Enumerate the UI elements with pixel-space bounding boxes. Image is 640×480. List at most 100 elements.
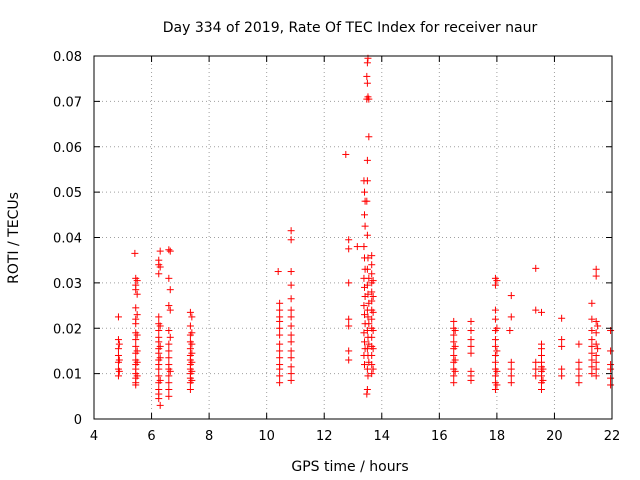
data-point [588, 327, 596, 335]
data-point [451, 342, 459, 350]
data-point [451, 327, 459, 335]
data-point [532, 365, 540, 373]
data-point [363, 59, 371, 67]
data-point [165, 392, 173, 400]
data-point [132, 381, 140, 389]
data-point [507, 365, 515, 373]
data-point [365, 274, 373, 282]
data-point [467, 317, 475, 325]
x-tick-label: 14 [374, 429, 391, 444]
data-point [133, 331, 141, 339]
data-point [361, 361, 369, 369]
data-point [368, 370, 376, 378]
data-point [368, 252, 376, 260]
y-tick-label: 0.02 [53, 322, 82, 337]
data-point [165, 327, 173, 335]
data-point [276, 365, 284, 373]
data-point [345, 322, 353, 330]
data-point [558, 342, 566, 350]
data-point [276, 317, 284, 325]
data-point [287, 268, 295, 276]
data-point [607, 365, 615, 373]
data-point [165, 347, 173, 355]
x-tick-label: 22 [604, 429, 621, 444]
data-point [155, 270, 163, 278]
data-point [364, 372, 372, 380]
data-point [575, 340, 583, 348]
data-point [491, 351, 499, 359]
data-point [368, 270, 376, 278]
y-tick-label: 0.07 [53, 95, 82, 110]
data-point [588, 299, 596, 307]
y-tick-label: 0.08 [53, 50, 82, 65]
data-point [592, 317, 600, 325]
x-tick-label: 18 [489, 429, 506, 444]
data-point [588, 349, 596, 357]
data-point [165, 354, 173, 362]
data-point [133, 358, 141, 366]
data-point [467, 376, 475, 384]
data-point [345, 347, 353, 355]
data-point [607, 347, 615, 355]
data-point [539, 365, 547, 373]
data-point [537, 386, 545, 394]
data-point [363, 72, 371, 80]
data-point [345, 356, 353, 364]
data-point [369, 365, 377, 373]
data-point [165, 372, 173, 380]
data-point [507, 372, 515, 380]
data-point [165, 246, 173, 254]
data-point [558, 365, 566, 373]
data-point [166, 333, 174, 341]
data-point [345, 245, 353, 253]
data-point [368, 297, 376, 305]
data-point [467, 349, 475, 357]
data-point [588, 370, 596, 378]
data-point [607, 374, 615, 382]
data-point [592, 340, 600, 348]
data-point [369, 292, 377, 300]
data-point [361, 338, 369, 346]
data-point [575, 365, 583, 373]
data-point [592, 372, 600, 380]
data-point [594, 322, 602, 330]
y-axis-label: ROTI / TECUs [6, 192, 22, 284]
data-point [132, 286, 140, 294]
data-point [363, 281, 371, 289]
y-tick-label: 0.05 [53, 186, 82, 201]
data-point [450, 338, 458, 346]
data-point [276, 379, 284, 387]
data-point [493, 381, 501, 389]
data-point [368, 333, 376, 341]
x-tick-label: 8 [205, 429, 213, 444]
data-point [186, 308, 194, 316]
grid-lines [94, 56, 612, 419]
data-point [532, 264, 540, 272]
data-point [133, 372, 141, 380]
data-point [558, 314, 566, 322]
data-point [361, 222, 369, 230]
data-point [188, 358, 196, 366]
data-point [165, 302, 173, 310]
data-point [588, 342, 596, 350]
data-point [345, 315, 353, 323]
data-point [276, 306, 284, 314]
data-point [155, 313, 163, 321]
data-point [114, 336, 122, 344]
data-point [186, 322, 194, 330]
data-point [287, 227, 295, 235]
data-point [575, 372, 583, 380]
data-point [133, 347, 141, 355]
data-point [115, 367, 123, 375]
data-point [369, 277, 377, 285]
data-point [165, 340, 173, 348]
data-point [450, 351, 458, 359]
data-point [166, 286, 174, 294]
data-point [493, 277, 501, 285]
data-point [363, 265, 371, 273]
data-point [156, 376, 164, 384]
data-point [588, 356, 596, 364]
data-point [537, 345, 545, 353]
